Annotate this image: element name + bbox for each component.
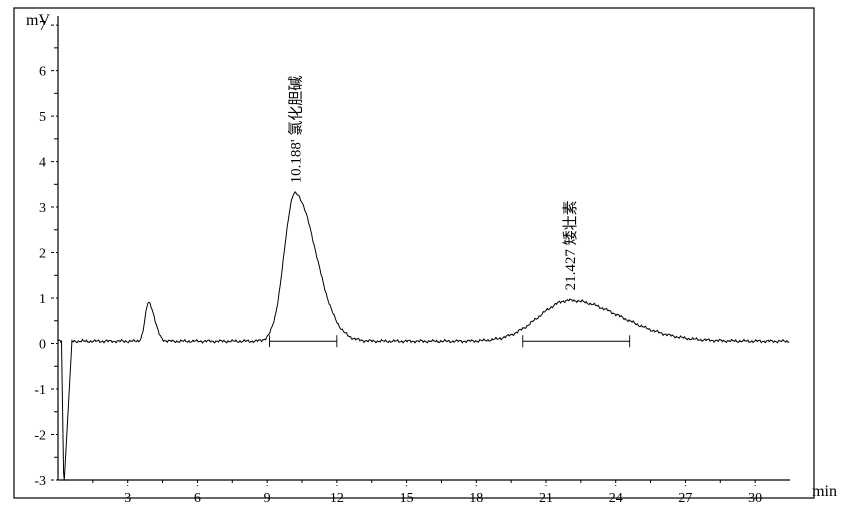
svg-text:-1: -1 <box>34 383 46 398</box>
svg-text:18: 18 <box>469 491 483 506</box>
svg-text:0: 0 <box>39 338 46 353</box>
svg-text:27: 27 <box>678 491 692 506</box>
svg-text:6: 6 <box>39 65 46 80</box>
svg-text:3: 3 <box>124 491 131 506</box>
svg-text:2: 2 <box>39 247 46 262</box>
svg-text:-3: -3 <box>34 474 46 489</box>
chromatogram-chart: mV min -3-2-1012345673691215182124273010… <box>0 0 845 513</box>
svg-text:24: 24 <box>609 491 623 506</box>
svg-text:15: 15 <box>400 491 414 506</box>
svg-text:12: 12 <box>330 491 344 506</box>
svg-text:5: 5 <box>39 110 46 125</box>
svg-text:4: 4 <box>39 156 46 171</box>
svg-text:9: 9 <box>264 491 271 506</box>
peak-label-chlormequat: 21.427 矮壮素 <box>562 200 579 290</box>
svg-text:3: 3 <box>39 201 46 216</box>
svg-text:6: 6 <box>194 491 201 506</box>
chart-svg: -3-2-1012345673691215182124273010.188' 氯… <box>0 0 845 513</box>
y-axis-label: mV <box>26 12 50 30</box>
svg-text:21: 21 <box>539 491 553 506</box>
svg-text:30: 30 <box>748 491 762 506</box>
x-axis-label: min <box>812 483 837 501</box>
peak-label-choline-chloride: 10.188' 氯化胆碱 <box>288 76 305 184</box>
svg-text:-2: -2 <box>34 429 46 444</box>
svg-text:1: 1 <box>39 292 46 307</box>
chromatogram-trace <box>58 192 789 481</box>
